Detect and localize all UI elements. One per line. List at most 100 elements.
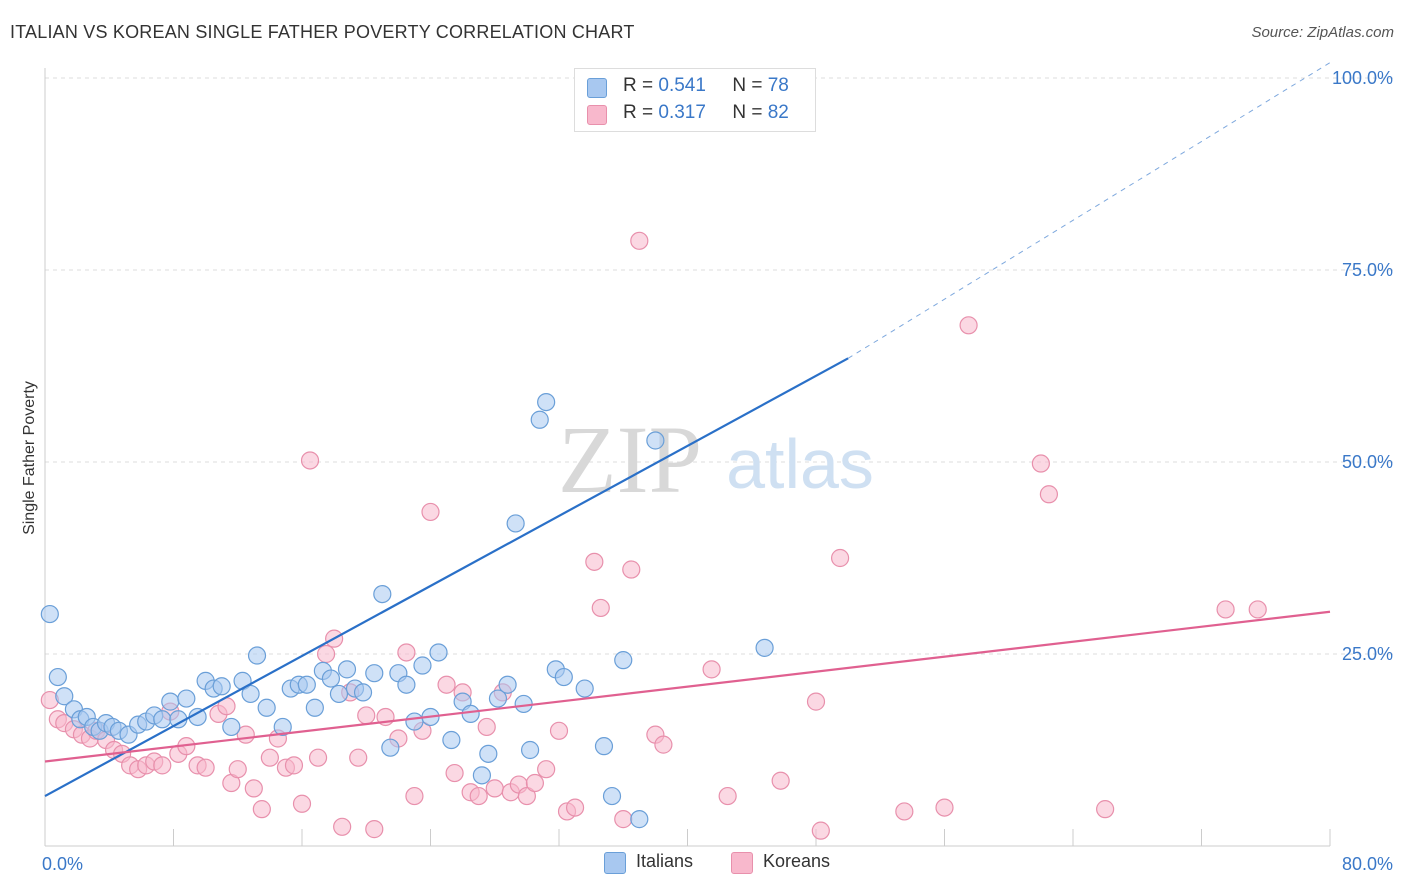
italians-r-value: 0.541	[658, 75, 706, 96]
italians-n-value: 78	[767, 75, 789, 96]
italian-point	[442, 730, 461, 750]
italian-point	[365, 664, 384, 683]
italian-point	[755, 638, 774, 657]
korean-point	[1248, 600, 1267, 619]
italians-points	[40, 68, 806, 829]
korean-point	[316, 644, 336, 664]
tick-labels: 25.0% 50.0% 75.0% 100.0% 0.0% 80.0%	[42, 68, 1393, 874]
korean-point	[614, 810, 633, 829]
koreans-n-value: 82	[767, 102, 789, 123]
italian-point	[479, 744, 498, 763]
korean-point	[300, 451, 320, 470]
korean-point	[585, 552, 604, 571]
source-label: Source: ZipAtlas.com	[1251, 24, 1394, 41]
koreans-n-label: N =	[732, 102, 763, 123]
korean-point	[1096, 800, 1115, 819]
italians-trend-extension	[847, 62, 1331, 359]
korean-point	[421, 502, 440, 522]
y-tick-label: 100.0%	[1332, 68, 1393, 88]
legend-stats: R = 0.541 N = 78 R = 0.317 N = 82	[574, 68, 816, 132]
korean-point	[405, 786, 424, 806]
italian-point	[514, 694, 533, 714]
italians-legend-swatch	[604, 852, 626, 874]
koreans-legend-swatch	[731, 852, 753, 874]
korean-point	[477, 717, 496, 737]
korean-point	[365, 820, 384, 839]
italian-point	[212, 677, 231, 696]
korean-point	[260, 748, 279, 767]
korean-point	[292, 794, 312, 813]
italian-point	[373, 584, 392, 604]
italian-point	[273, 717, 292, 737]
italian-point	[554, 667, 573, 687]
korean-point	[308, 748, 328, 767]
italian-point	[177, 689, 196, 708]
italian-point	[305, 698, 324, 717]
italian-point	[488, 689, 508, 708]
koreans-swatch	[587, 105, 607, 125]
korean-point	[333, 817, 352, 836]
korean-point	[654, 735, 673, 754]
koreans-legend-label: Koreans	[763, 851, 831, 871]
italian-point	[161, 692, 180, 711]
y-tick-label: 50.0%	[1342, 452, 1393, 472]
korean-point	[622, 560, 641, 579]
italian-point	[153, 710, 172, 729]
italians-swatch	[587, 78, 607, 98]
italians-trend-line	[44, 357, 849, 798]
italians-n-label: N =	[732, 75, 763, 96]
korean-point	[1039, 485, 1059, 504]
italian-point	[429, 643, 448, 662]
italians-legend-label: Italians	[636, 851, 694, 871]
axes	[44, 68, 1331, 847]
italian-point	[413, 656, 432, 675]
korean-point	[1216, 600, 1235, 619]
koreans-trend-line	[44, 610, 1331, 763]
korean-point	[397, 643, 416, 662]
italian-point	[537, 392, 556, 412]
italian-point	[381, 738, 400, 757]
italian-point	[297, 675, 316, 694]
korean-point	[1031, 454, 1050, 473]
italian-point	[247, 646, 267, 665]
italian-point	[461, 704, 480, 724]
italian-point	[241, 684, 260, 704]
italian-point	[337, 660, 357, 679]
y-tick-label: 25.0%	[1342, 644, 1393, 664]
korean-point	[284, 756, 304, 775]
korean-point	[771, 771, 790, 790]
italian-point	[222, 717, 241, 737]
grid-lines	[45, 77, 1395, 655]
italian-point	[321, 669, 341, 688]
koreans-r-label: R =	[623, 102, 654, 123]
korean-point	[349, 748, 368, 767]
trend-lines	[44, 62, 1331, 798]
watermark-atlas: atlas	[726, 425, 874, 503]
italian-point	[630, 810, 649, 829]
koreans-r-value: 0.317	[658, 102, 706, 123]
x-tick-label: 0.0%	[42, 854, 83, 874]
italian-point	[48, 667, 67, 687]
italian-point	[594, 737, 614, 756]
italian-point	[257, 698, 276, 717]
korean-point	[153, 756, 172, 775]
koreans-points	[40, 231, 1267, 840]
korean-point	[935, 798, 954, 817]
italian-point	[353, 683, 373, 702]
italian-point	[602, 786, 622, 806]
italian-point	[405, 712, 424, 731]
italian-point	[472, 766, 491, 785]
korean-point	[811, 821, 830, 840]
chart-title: ITALIAN VS KOREAN SINGLE FATHER POVERTY …	[10, 22, 635, 42]
korean-point	[537, 760, 556, 779]
italians-r-label: R =	[623, 75, 654, 96]
korean-point	[702, 660, 721, 679]
korean-point	[437, 675, 456, 694]
x-tick-label: 80.0%	[1342, 854, 1393, 874]
italian-point	[646, 431, 665, 450]
italian-point	[530, 410, 549, 429]
watermark: ZIP atlas	[558, 406, 874, 513]
korean-point	[806, 692, 826, 711]
korean-point	[196, 758, 215, 777]
